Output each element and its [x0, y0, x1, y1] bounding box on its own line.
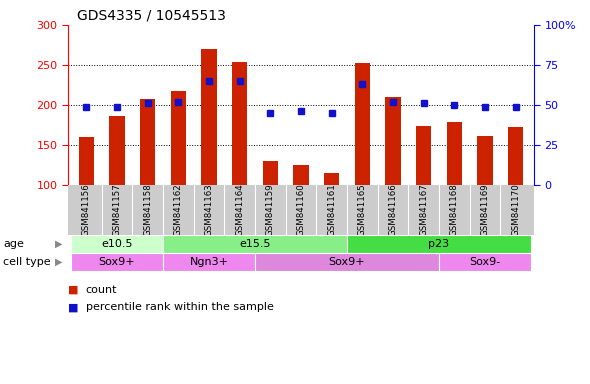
Bar	[163, 253, 255, 271]
Bar	[78, 137, 94, 185]
Bar	[71, 253, 163, 271]
Bar	[71, 235, 163, 253]
Text: GSM841165: GSM841165	[358, 184, 367, 237]
Bar	[439, 253, 531, 271]
Text: GSM841159: GSM841159	[266, 184, 275, 237]
Text: GSM841167: GSM841167	[419, 184, 428, 237]
Text: Sox9+: Sox9+	[99, 257, 135, 267]
Bar	[477, 136, 493, 185]
Bar	[508, 127, 523, 185]
Text: GDS4335 / 10545513: GDS4335 / 10545513	[77, 8, 226, 22]
Bar	[140, 99, 155, 185]
Text: GSM841157: GSM841157	[113, 184, 122, 237]
Text: GSM841166: GSM841166	[388, 184, 398, 237]
Bar	[447, 122, 462, 185]
Bar	[385, 97, 401, 185]
Text: GSM841161: GSM841161	[327, 184, 336, 237]
Text: GSM841162: GSM841162	[173, 184, 183, 237]
Bar	[263, 161, 278, 185]
Bar	[355, 63, 370, 185]
Text: e10.5: e10.5	[101, 239, 133, 249]
Text: age: age	[3, 239, 24, 249]
Bar	[163, 235, 347, 253]
Bar	[347, 235, 531, 253]
Text: ■: ■	[68, 285, 78, 295]
Text: ■: ■	[68, 302, 78, 312]
Text: GSM841168: GSM841168	[450, 184, 458, 237]
Text: GSM841158: GSM841158	[143, 184, 152, 237]
Bar	[232, 62, 247, 185]
Text: GSM841170: GSM841170	[511, 184, 520, 237]
Bar	[255, 253, 439, 271]
Text: GSM841169: GSM841169	[480, 184, 489, 237]
Text: percentile rank within the sample: percentile rank within the sample	[86, 302, 273, 312]
Text: Ngn3+: Ngn3+	[189, 257, 228, 267]
Text: e15.5: e15.5	[239, 239, 271, 249]
Bar	[416, 126, 431, 185]
Bar	[171, 91, 186, 185]
Bar	[201, 49, 217, 185]
Text: GSM841160: GSM841160	[296, 184, 306, 237]
Text: p23: p23	[428, 239, 450, 249]
Text: Sox9+: Sox9+	[329, 257, 365, 267]
Text: cell type: cell type	[3, 257, 51, 267]
Bar	[109, 116, 124, 185]
Text: Sox9-: Sox9-	[469, 257, 500, 267]
Text: count: count	[86, 285, 117, 295]
Bar	[293, 165, 309, 185]
Text: GSM841156: GSM841156	[82, 184, 91, 237]
Text: ▶: ▶	[55, 239, 63, 249]
Bar	[324, 173, 339, 185]
Text: GSM841163: GSM841163	[204, 184, 214, 237]
Text: ▶: ▶	[55, 257, 63, 267]
Text: GSM841164: GSM841164	[235, 184, 244, 237]
